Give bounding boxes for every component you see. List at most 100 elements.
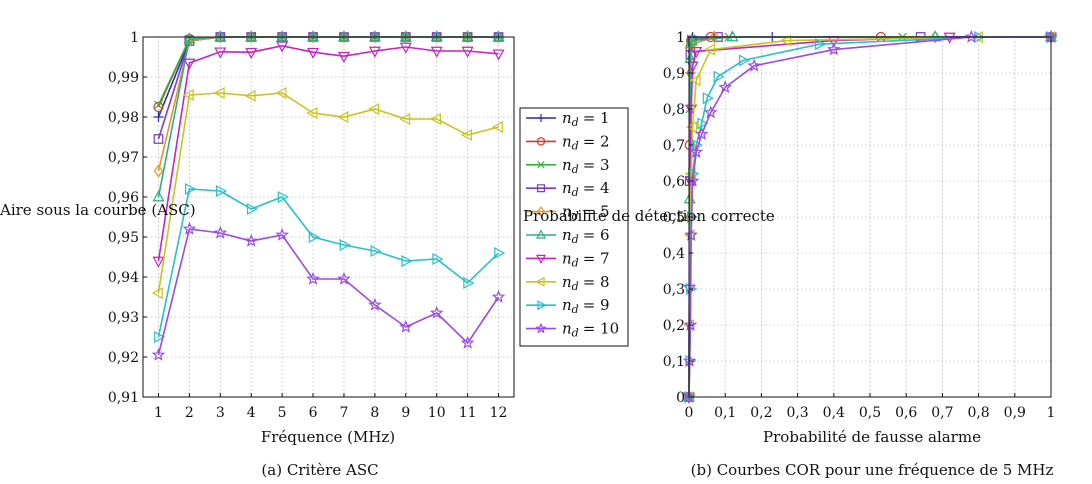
data-point xyxy=(307,30,320,42)
y-tick-label: 0,8 xyxy=(663,102,685,118)
data-point xyxy=(337,30,350,42)
data-point xyxy=(430,46,443,58)
roc-point xyxy=(738,54,751,67)
x-tick-label: 0,4 xyxy=(823,405,845,421)
roc-point xyxy=(694,127,709,140)
legend-marker xyxy=(537,184,545,193)
roc-point xyxy=(682,389,696,403)
data-point xyxy=(151,286,163,300)
data-point xyxy=(307,47,320,59)
roc-point xyxy=(713,70,725,83)
data-point xyxy=(213,86,225,100)
data-point xyxy=(244,233,258,247)
legend-label: nd = 4 xyxy=(562,179,610,199)
data-point xyxy=(368,46,381,58)
roc-point xyxy=(690,47,703,59)
x-tick-label: 0,9 xyxy=(1004,405,1026,421)
x-tick-label: 0,3 xyxy=(786,405,808,421)
x-tick-label: 7 xyxy=(339,405,348,421)
roc-point xyxy=(703,105,718,119)
y-tick-label: 0,7 xyxy=(663,138,685,154)
x-tick-label: 3 xyxy=(216,405,225,421)
data-point xyxy=(399,42,412,54)
data-point xyxy=(182,221,197,235)
roc-point xyxy=(814,38,827,51)
legend-entry: nd = 5 xyxy=(526,203,610,223)
data-point xyxy=(463,276,475,290)
data-point xyxy=(246,30,256,44)
x-tick-label: 8 xyxy=(370,405,379,421)
roc-point xyxy=(682,353,697,367)
roc-point xyxy=(779,34,792,47)
x-axis-label-b: Probabilité de fausse alarme xyxy=(763,428,981,446)
y-tick-label: 0,5 xyxy=(663,210,685,226)
y-tick-label: 0,91 xyxy=(108,390,139,406)
legend-entry: nd = 2 xyxy=(526,132,610,152)
data-point xyxy=(399,319,413,333)
legend-marker xyxy=(535,229,547,239)
legend: nd = 1 nd = 2 nd = 3 nd = 4 nd = 5 nd = 6 nd = 7 nd = 8… xyxy=(519,107,629,347)
roc-point xyxy=(964,29,979,43)
x-tick-label: 4 xyxy=(247,405,256,421)
plot-frame-a xyxy=(142,36,515,398)
roc-point xyxy=(703,43,716,56)
legend-label: nd = 10 xyxy=(562,320,619,340)
data-point xyxy=(339,30,349,44)
caption-b: (b) Courbes COR pour une fréquence de 5 … xyxy=(691,461,1054,479)
data-point xyxy=(461,30,474,42)
x-tick-label: 6 xyxy=(309,405,318,421)
roc-point xyxy=(930,30,940,44)
data-point xyxy=(368,102,380,116)
data-point xyxy=(368,30,381,42)
data-point xyxy=(461,46,474,58)
y-tick-label: 0,99 xyxy=(108,70,139,86)
y-tick-label: 0,96 xyxy=(108,190,139,206)
data-point xyxy=(431,30,442,44)
data-point xyxy=(339,238,351,252)
data-point xyxy=(368,297,382,311)
data-point xyxy=(401,30,411,44)
y-tick-label: 0,92 xyxy=(108,350,139,366)
data-point xyxy=(491,120,503,134)
roc-point xyxy=(684,227,698,241)
grid-a xyxy=(143,36,514,398)
data-point xyxy=(153,134,164,144)
data-point xyxy=(401,254,413,268)
roc-point xyxy=(684,167,696,180)
legend-entry: nd = 9 xyxy=(526,296,610,316)
roc-point xyxy=(689,74,701,87)
series-line xyxy=(157,188,500,338)
legend-entry: nd = 7 xyxy=(526,249,610,269)
data-point xyxy=(245,30,258,42)
legend-entry: nd = 10 xyxy=(526,320,619,340)
data-point xyxy=(246,202,258,216)
series-8-group xyxy=(151,86,503,300)
legend-label: nd = 5 xyxy=(562,203,610,223)
legend-marker xyxy=(535,254,547,265)
data-point xyxy=(429,112,442,126)
x-axis-label-a: Fréquence (MHz) xyxy=(261,428,395,446)
y-tick-label: 1 xyxy=(676,30,685,46)
series-9-group xyxy=(154,182,506,344)
data-point xyxy=(308,30,318,44)
data-point xyxy=(276,30,289,42)
y-tick-label: 0,2 xyxy=(663,318,685,334)
series-2-group xyxy=(153,31,504,113)
legend-entry: nd = 8 xyxy=(526,273,610,293)
data-point xyxy=(460,128,472,142)
data-point xyxy=(399,30,412,42)
y-tick-label: 0,97 xyxy=(108,150,139,166)
legend-entry: nd = 6 xyxy=(526,226,610,246)
x-ticks-a: 1 2 3 4 5 6 7 8 9 10 11 12 xyxy=(154,393,507,421)
data-point xyxy=(153,164,164,178)
data-point xyxy=(152,190,165,202)
x-tick-label: 1 xyxy=(154,405,163,421)
x-tick-label: 0,8 xyxy=(967,405,989,421)
roc-point xyxy=(726,30,739,42)
chart-asc: 1 2 3 4 5 6 7 8 9 10 11 12 0,910,920,930,940,950,96… xyxy=(0,30,515,479)
data-point xyxy=(306,271,320,285)
x-tick-label: 0,5 xyxy=(859,405,881,421)
data-point xyxy=(153,112,164,122)
data-point xyxy=(460,335,475,349)
x-tick-label: 0,6 xyxy=(895,405,917,421)
